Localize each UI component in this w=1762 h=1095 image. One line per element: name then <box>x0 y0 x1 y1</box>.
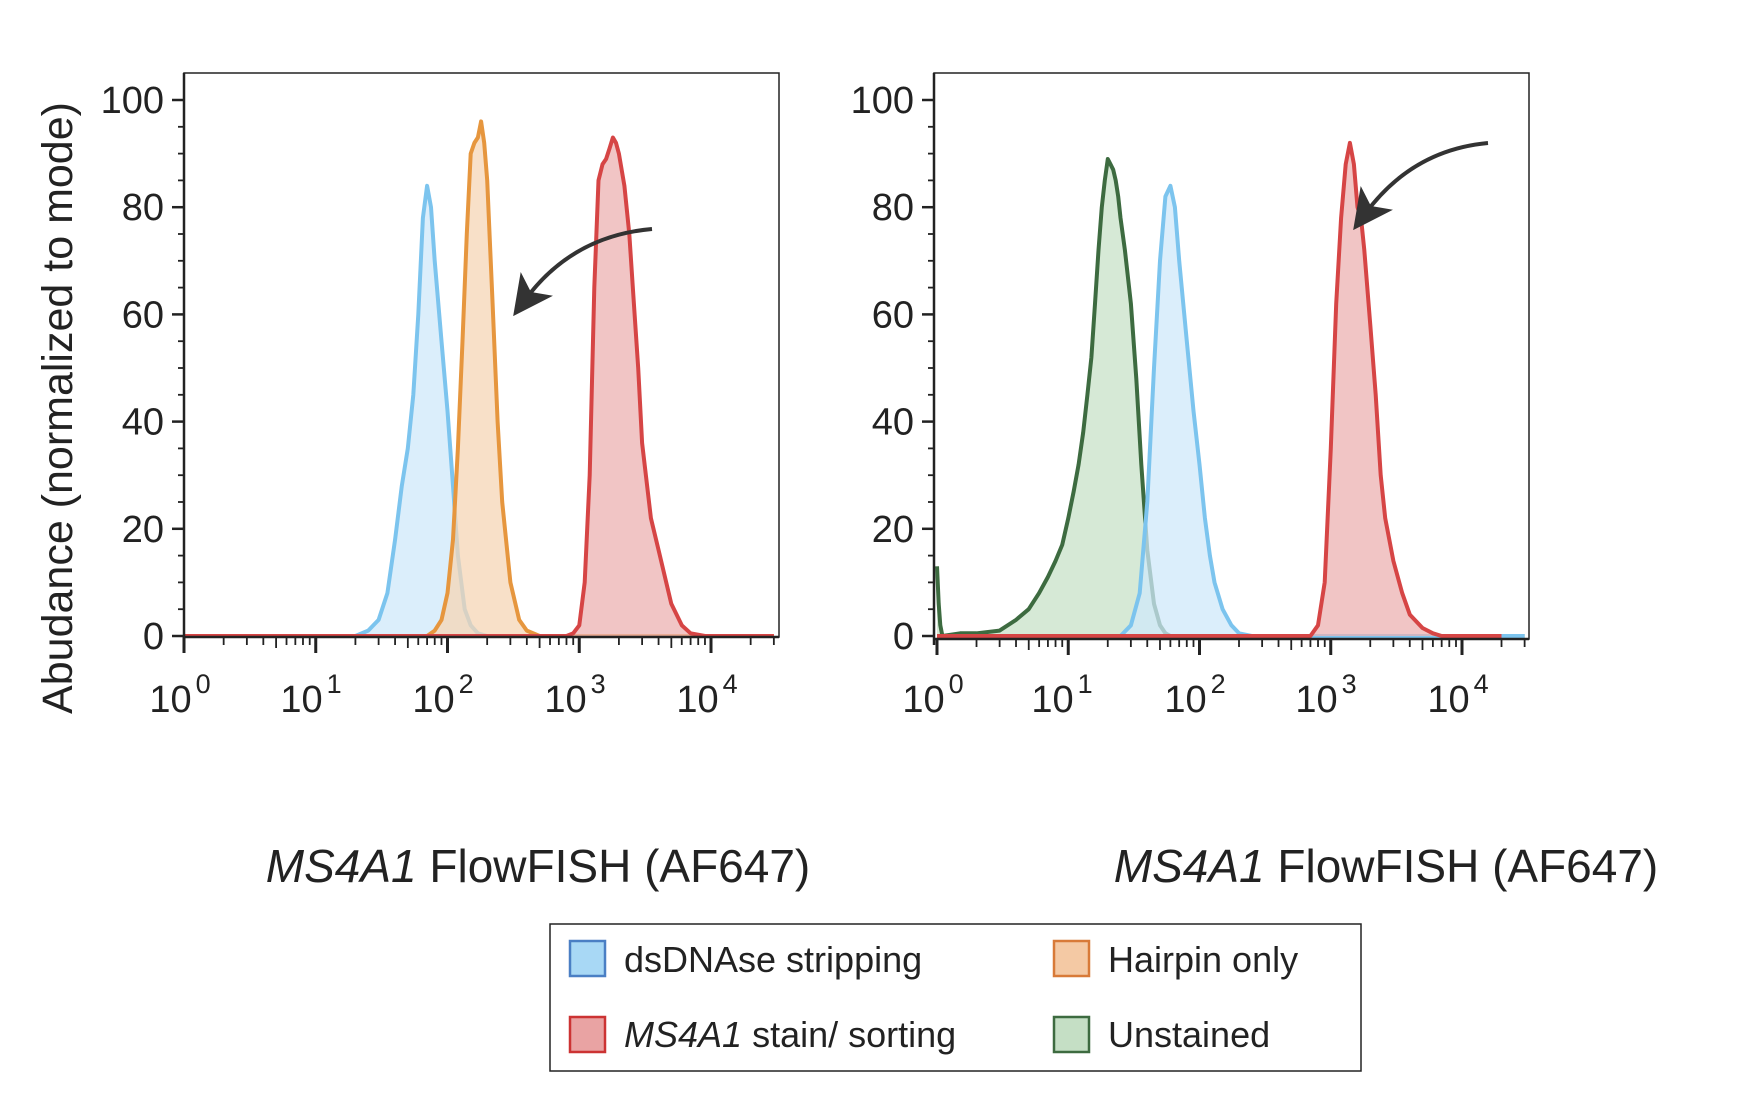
left-x-axis-title-italic: MS4A1 <box>266 840 417 892</box>
legend-swatch-hairpin <box>1052 939 1091 978</box>
right-x-tick-base: 10 <box>1295 679 1337 721</box>
left-x-tick-exponent: 0 <box>196 669 211 699</box>
legend-label-dsdnase: dsDNAse stripping <box>624 939 922 980</box>
right-x-tick-base: 10 <box>1427 679 1469 721</box>
right-series-fill-unstained <box>937 159 1525 636</box>
legend-box <box>549 923 1362 1072</box>
right-x-tick-exponent: 3 <box>1342 669 1357 699</box>
legend: dsDNAse stripping Hairpin only MS4A1 sta… <box>549 923 1362 1072</box>
left-x-tick-base: 10 <box>544 679 586 721</box>
left-x-tick-exponent: 2 <box>459 669 474 699</box>
left-x-tick-label: 10 1 <box>280 669 341 721</box>
right-x-tick-label: 10 2 <box>1164 669 1225 721</box>
right-y-tick-label: 80 <box>872 187 914 229</box>
legend-label-ms4a1-text: stain/ sorting <box>742 1014 956 1055</box>
left-x-tick-exponent: 1 <box>327 669 342 699</box>
left-x-tick-label: 10 0 <box>149 669 210 721</box>
right-x-tick-base: 10 <box>902 679 944 721</box>
left-x-tick-base: 10 <box>676 679 718 721</box>
legend-swatch-ms4a1 <box>568 1015 607 1054</box>
left-x-tick-base: 10 <box>149 679 191 721</box>
legend-swatch-unstained <box>1052 1015 1091 1054</box>
left-series-line-hairpin-only <box>184 119 774 637</box>
right-y-tick-label: 20 <box>872 509 914 551</box>
right-x-tick-exponent: 0 <box>949 669 964 699</box>
right-x-tick-exponent: 2 <box>1211 669 1226 699</box>
left-x-tick-label: 10 4 <box>676 669 737 721</box>
left-y-tick-label: 100 <box>101 80 164 122</box>
legend-label-dsdnase-text: dsDNAse stripping <box>624 939 922 980</box>
right-y-tick-label: 40 <box>872 402 914 444</box>
right-series-line-dsdnase-stripping <box>937 183 1525 638</box>
left-y-tick-label: 0 <box>143 616 164 658</box>
right-x-tick-label: 10 4 <box>1427 669 1488 721</box>
left-x-tick-exponent: 4 <box>723 669 738 699</box>
left-y-tick-label: 40 <box>122 402 164 444</box>
legend-label-hairpin: Hairpin only <box>1108 939 1298 980</box>
left-x-tick-label: 10 3 <box>544 669 605 721</box>
right-series-line-unstained <box>935 157 1525 638</box>
left-x-axis-title: MS4A1 FlowFISH (AF647) <box>266 840 811 892</box>
y-axis-title: Abudance (normalized to mode) <box>34 102 82 714</box>
right-shift-arrow <box>1353 141 1489 231</box>
left-y-tick-label: 20 <box>122 509 164 551</box>
legend-label-unstained: Unstained <box>1108 1014 1270 1055</box>
right-x-tick-exponent: 4 <box>1474 669 1489 699</box>
right-series-layer <box>935 140 1525 638</box>
right-x-axis-title-italic: MS4A1 <box>1114 840 1265 892</box>
right-series-fill-dsdnase-stripping <box>937 185 1525 637</box>
left-x-tick-label: 10 2 <box>412 669 473 721</box>
left-y-tick-label: 80 <box>122 187 164 229</box>
right-x-tick-label: 10 1 <box>1031 669 1092 721</box>
left-shift-arrow <box>513 227 653 317</box>
right-series-line-ms4a1-stain-sorting <box>937 140 1502 638</box>
right-y-tick-label: 0 <box>893 616 914 658</box>
right-x-tick-label: 10 0 <box>902 669 963 721</box>
left-x-axis-title-rest: FlowFISH (AF647) <box>417 840 811 892</box>
right-y-tick-label: 100 <box>851 80 914 122</box>
left-x-tick-exponent: 3 <box>591 669 606 699</box>
right-x-axis-title: MS4A1 FlowFISH (AF647) <box>1114 840 1659 892</box>
legend-swatch-dsdnase <box>568 939 607 978</box>
right-x-tick-base: 10 <box>1164 679 1206 721</box>
right-plot-frame <box>933 72 1530 640</box>
right-x-tick-exponent: 1 <box>1078 669 1093 699</box>
right-y-tick-label: 60 <box>872 294 914 336</box>
left-y-tick-label: 60 <box>122 294 164 336</box>
legend-label-ms4a1: MS4A1 stain/ sorting <box>624 1014 956 1055</box>
right-x-axis-title-rest: FlowFISH (AF647) <box>1265 840 1659 892</box>
left-x-tick-base: 10 <box>280 679 322 721</box>
legend-label-hairpin-text: Hairpin only <box>1108 939 1298 980</box>
left-x-tick-base: 10 <box>412 679 454 721</box>
right-series-fill-ms4a1-stain-sorting <box>937 142 1502 636</box>
right-x-tick-base: 10 <box>1031 679 1073 721</box>
left-series-fill-ms4a1-stain-sorting <box>184 137 774 636</box>
left-series-fill-hairpin-only <box>184 121 774 636</box>
legend-label-ms4a1-italic: MS4A1 <box>624 1014 742 1055</box>
left-series-layer <box>184 119 774 637</box>
legend-label-unstained-text: Unstained <box>1108 1014 1270 1055</box>
right-x-tick-label: 10 3 <box>1295 669 1356 721</box>
left-series-line-ms4a1-stain-sorting <box>184 135 774 637</box>
